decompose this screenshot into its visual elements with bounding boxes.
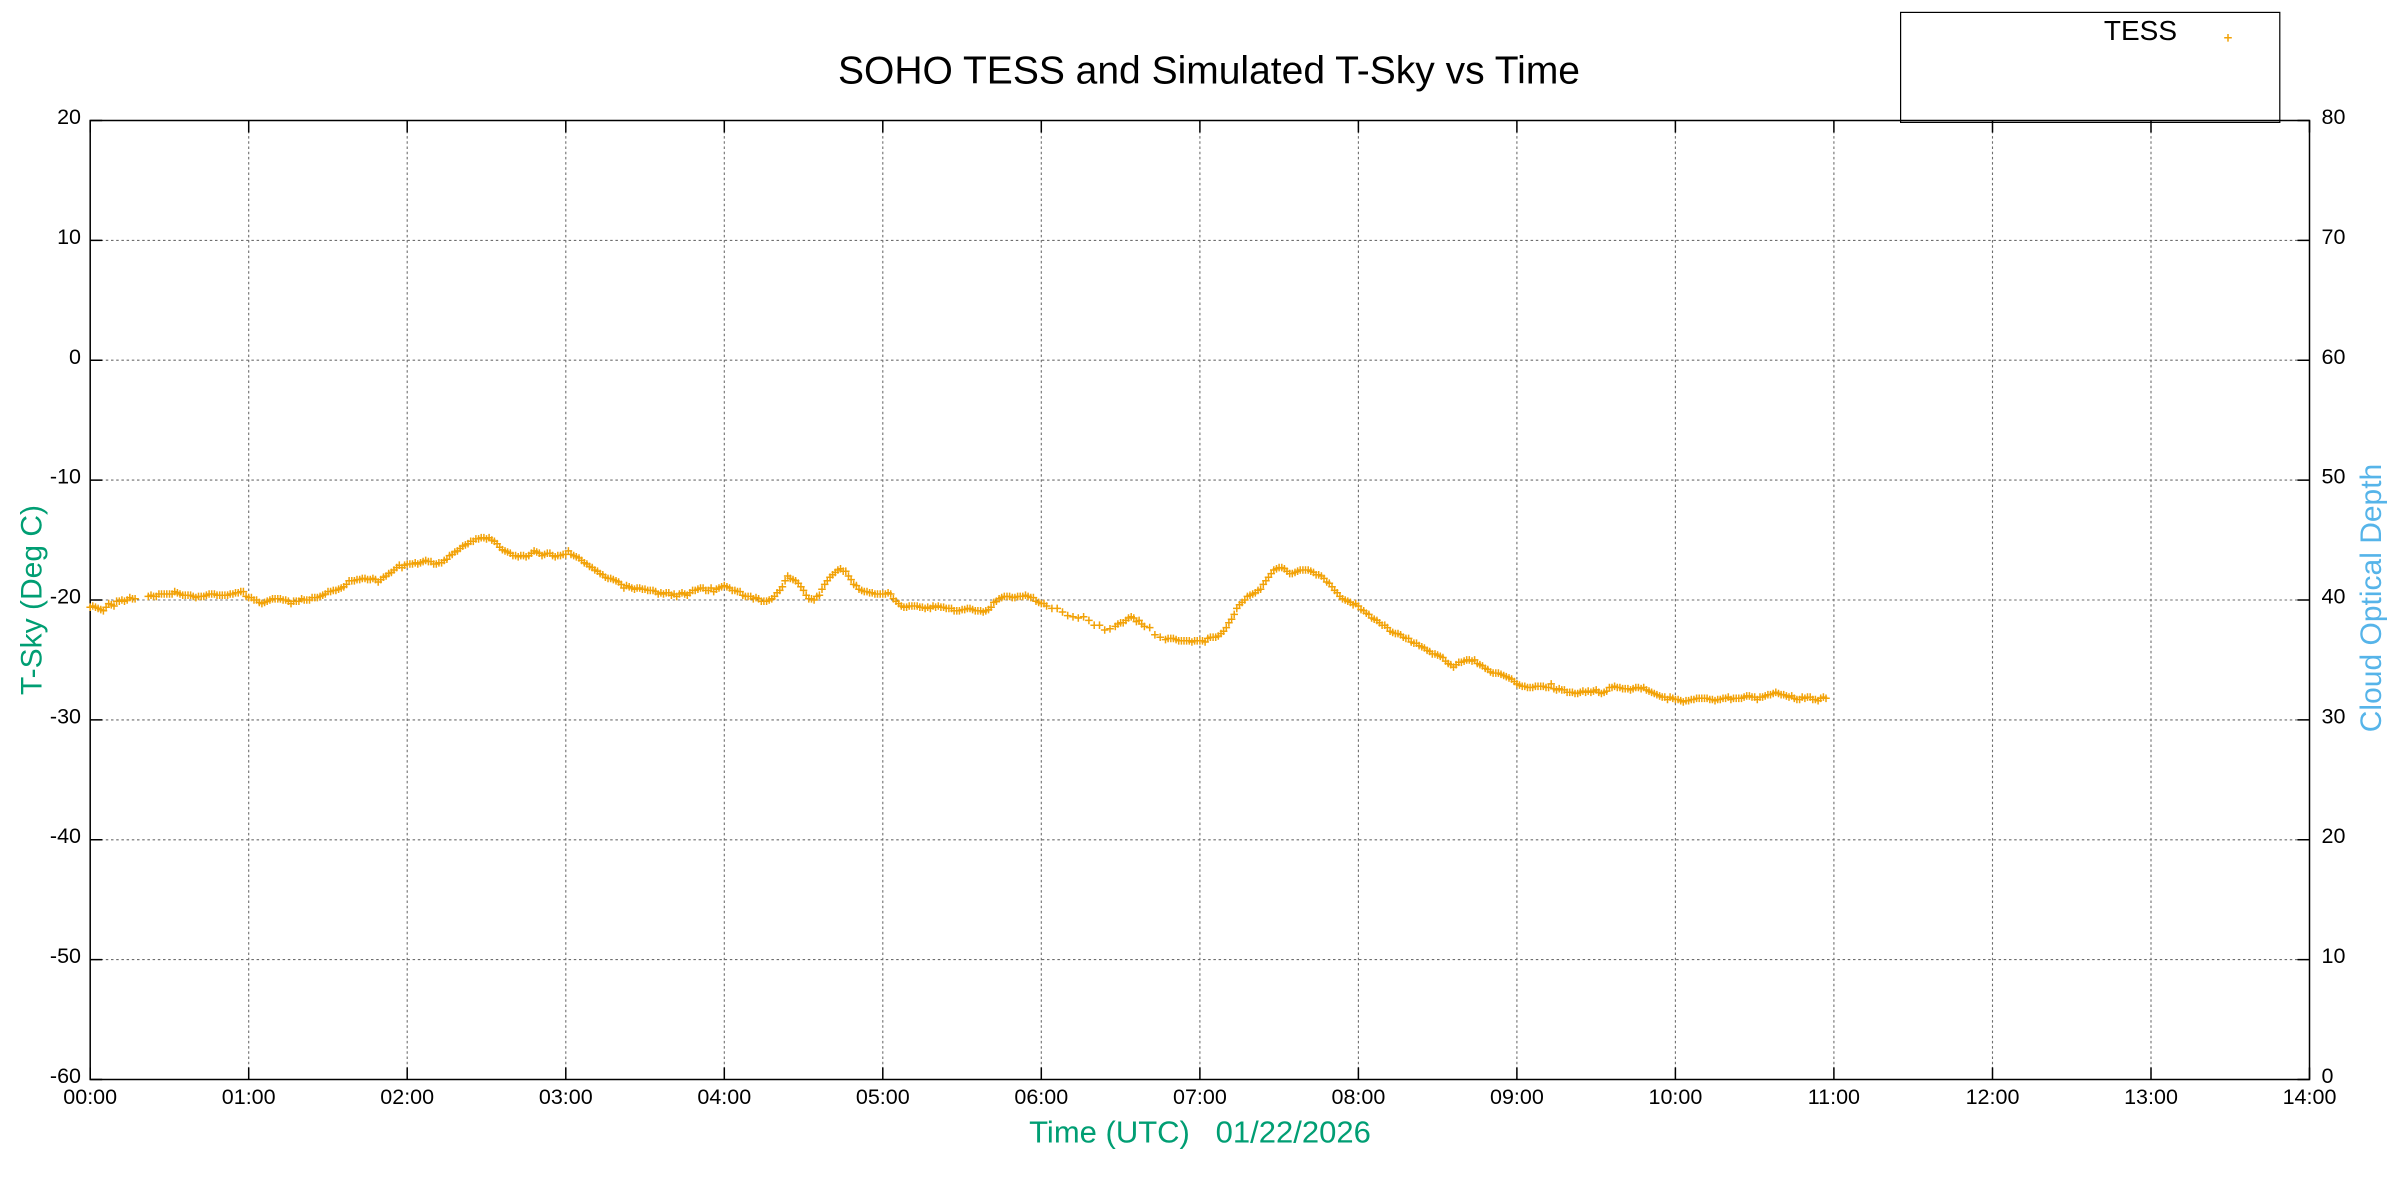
svg-text:-40: -40 bbox=[50, 824, 81, 848]
svg-text:-50: -50 bbox=[50, 944, 81, 968]
svg-text:-20: -20 bbox=[50, 585, 81, 609]
svg-text:T-Sky (Deg C): T-Sky (Deg C) bbox=[16, 505, 49, 695]
svg-text:TESS: TESS bbox=[2104, 15, 2177, 46]
svg-text:07:00: 07:00 bbox=[1173, 1085, 1227, 1109]
svg-text:00:00: 00:00 bbox=[63, 1085, 117, 1109]
svg-text:-30: -30 bbox=[50, 704, 81, 728]
svg-text:Time (UTC) 01/22/2026: Time (UTC) 01/22/2026 bbox=[1029, 1115, 1371, 1150]
svg-text:50: 50 bbox=[2322, 465, 2346, 489]
svg-text:02:00: 02:00 bbox=[380, 1085, 434, 1109]
svg-text:13:00: 13:00 bbox=[2124, 1085, 2178, 1109]
svg-text:30: 30 bbox=[2322, 704, 2346, 728]
svg-text:Cloud Optical Depth: Cloud Optical Depth bbox=[2355, 464, 2388, 732]
svg-text:60: 60 bbox=[2322, 345, 2346, 369]
svg-text:09:00: 09:00 bbox=[1490, 1085, 1544, 1109]
svg-text:SOHO TESS and Simulated T-Sky: SOHO TESS and Simulated T-Sky vs Time bbox=[838, 50, 1580, 93]
svg-text:10:00: 10:00 bbox=[1648, 1085, 1702, 1109]
svg-text:10: 10 bbox=[2322, 944, 2346, 968]
svg-text:20: 20 bbox=[2322, 824, 2346, 848]
svg-text:04:00: 04:00 bbox=[697, 1085, 751, 1109]
svg-text:14:00: 14:00 bbox=[2283, 1085, 2337, 1109]
svg-text:08:00: 08:00 bbox=[1331, 1085, 1385, 1109]
svg-text:0: 0 bbox=[69, 345, 81, 369]
svg-text:12:00: 12:00 bbox=[1966, 1085, 2020, 1109]
svg-text:05:00: 05:00 bbox=[856, 1085, 910, 1109]
svg-text:03:00: 03:00 bbox=[539, 1085, 593, 1109]
svg-text:80: 80 bbox=[2322, 105, 2346, 129]
svg-text:-10: -10 bbox=[50, 465, 81, 489]
svg-text:06:00: 06:00 bbox=[1014, 1085, 1068, 1109]
svg-text:-60: -60 bbox=[50, 1064, 81, 1088]
svg-text:10: 10 bbox=[57, 225, 81, 249]
svg-text:70: 70 bbox=[2322, 225, 2346, 249]
svg-text:20: 20 bbox=[57, 105, 81, 129]
svg-text:40: 40 bbox=[2322, 585, 2346, 609]
svg-text:11:00: 11:00 bbox=[1808, 1085, 1860, 1109]
svg-text:0: 0 bbox=[2322, 1064, 2334, 1088]
svg-text:01:00: 01:00 bbox=[222, 1085, 276, 1109]
